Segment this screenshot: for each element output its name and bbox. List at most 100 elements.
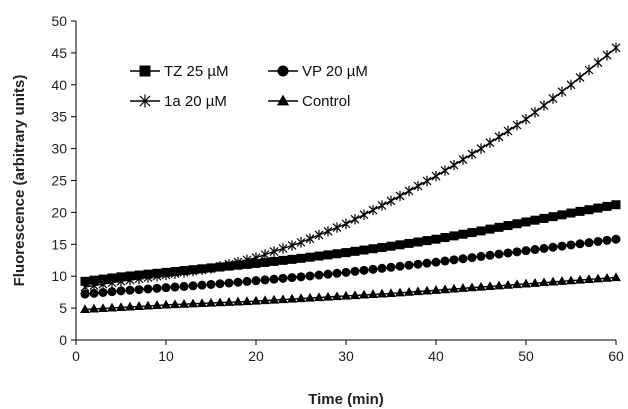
data-point [431,285,441,294]
data-point [323,269,333,279]
data-point [602,235,612,245]
data-point [368,204,378,216]
data-point [440,284,450,294]
data-point [143,272,153,283]
data-point [152,300,162,310]
data-point [197,298,207,307]
data-point [395,287,405,297]
data-point [440,165,450,176]
data-point [602,201,612,211]
data-point [251,295,261,305]
data-point [197,264,207,276]
data-point [449,283,459,293]
data-point [296,293,306,303]
data-point [611,234,621,244]
x-tick-label: 50 [518,348,534,364]
x-tick-label: 40 [428,348,444,364]
data-point [422,175,432,187]
data-point [422,236,432,246]
data-point [305,252,315,262]
data-point [440,256,450,266]
data-point [170,268,180,279]
data-point [548,242,558,252]
data-point [89,288,99,298]
data-point [161,299,171,309]
data-point [314,270,324,280]
data-point [467,228,477,238]
data-point [395,261,405,271]
legend-marker-star [139,94,151,108]
legend-label: VP 20 µM [302,63,368,80]
data-point [584,274,594,283]
data-point [467,282,477,292]
legend-label: Control [302,93,350,110]
data-point [512,119,522,131]
data-point [386,288,396,298]
data-point [134,301,144,311]
data-point [350,290,360,300]
data-point [611,272,621,282]
legend-label: TZ 25 µM [164,63,228,80]
series-layer [80,42,621,313]
data-point [530,245,540,255]
data-point [539,100,549,111]
data-point [377,263,387,273]
data-point [269,246,279,257]
data-point [269,274,279,284]
data-point [269,256,279,266]
data-point [503,248,513,258]
series-triangle [80,272,621,313]
y-tick-label: 50 [51,13,67,29]
data-point [350,266,360,276]
x-tick-label: 0 [72,348,80,364]
data-point [125,274,135,286]
data-point [314,251,324,261]
x-tick-label: 30 [338,348,354,364]
data-point [503,125,513,137]
data-point [188,298,198,308]
data-point [161,269,171,281]
data-point [350,246,360,256]
legend-item: TZ 25 µM [130,63,228,80]
data-point [260,275,270,285]
data-point [539,277,549,287]
x-axis-title: Time (min) [308,391,384,408]
data-point [233,296,243,306]
data-point [431,257,441,267]
data-point [530,278,540,287]
data-point [359,209,369,220]
data-point [251,252,261,263]
data-point [359,289,369,299]
legend: TZ 25 µM VP 20 µM 1a 20 µM Control [130,63,368,110]
data-point [575,206,585,216]
data-point [377,288,387,298]
data-point [503,221,513,231]
data-point [404,185,414,197]
data-point [323,250,333,260]
data-point [449,159,459,171]
y-tick-label: 25 [51,173,67,189]
data-point [404,286,414,296]
data-point [521,217,531,227]
y-tick-label: 45 [51,45,67,61]
data-point [260,257,270,267]
data-point [548,276,558,286]
y-tick-label: 35 [51,109,67,125]
data-point [368,244,378,254]
data-point [269,294,279,304]
legend-label: 1a 20 µM [164,93,227,110]
data-point [530,215,540,225]
data-point [224,278,234,288]
data-point [224,259,234,270]
data-point [539,243,549,253]
data-point [359,245,369,255]
data-point [80,289,90,299]
data-point [179,281,189,291]
data-point [323,226,333,237]
data-point [80,276,90,286]
data-point [98,303,108,313]
data-point [89,280,99,291]
data-point [521,114,531,125]
